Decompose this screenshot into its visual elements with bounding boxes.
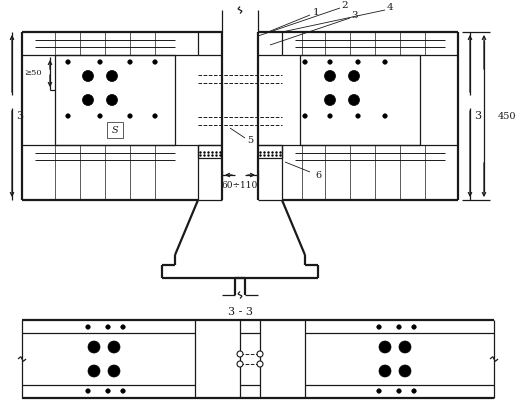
Circle shape: [128, 114, 132, 118]
Circle shape: [237, 351, 243, 357]
Circle shape: [153, 114, 157, 118]
Circle shape: [328, 114, 332, 118]
Text: 450: 450: [498, 112, 516, 120]
Text: 3: 3: [17, 111, 24, 121]
Circle shape: [128, 60, 132, 64]
Circle shape: [399, 365, 411, 377]
Circle shape: [106, 70, 118, 82]
Text: 3: 3: [352, 10, 358, 19]
Circle shape: [399, 341, 411, 353]
Circle shape: [98, 114, 102, 118]
Circle shape: [397, 389, 401, 393]
Text: ≥50: ≥50: [24, 69, 42, 77]
Circle shape: [106, 389, 110, 393]
Circle shape: [303, 114, 307, 118]
Circle shape: [237, 361, 243, 367]
Circle shape: [379, 341, 391, 353]
Text: 60÷110: 60÷110: [222, 180, 258, 190]
Text: 3: 3: [474, 111, 481, 121]
Text: 6: 6: [315, 171, 321, 180]
Circle shape: [106, 325, 110, 329]
Circle shape: [88, 341, 100, 353]
Text: 2: 2: [342, 0, 348, 9]
Circle shape: [377, 325, 381, 329]
Circle shape: [98, 60, 102, 64]
Circle shape: [257, 361, 263, 367]
Circle shape: [348, 70, 360, 82]
Circle shape: [106, 94, 118, 105]
Text: 1: 1: [313, 7, 319, 16]
Circle shape: [83, 94, 93, 105]
Circle shape: [356, 114, 360, 118]
Circle shape: [379, 365, 391, 377]
Circle shape: [83, 70, 93, 82]
Circle shape: [348, 94, 360, 105]
Circle shape: [397, 325, 401, 329]
Text: 4: 4: [386, 2, 393, 12]
Circle shape: [66, 60, 70, 64]
Circle shape: [257, 351, 263, 357]
Circle shape: [303, 60, 307, 64]
Bar: [107, 122, 123, 138]
Circle shape: [86, 389, 90, 393]
Text: S: S: [111, 126, 118, 134]
Text: S: S: [111, 124, 118, 133]
Circle shape: [108, 365, 120, 377]
Circle shape: [412, 389, 416, 393]
Circle shape: [412, 325, 416, 329]
Circle shape: [66, 114, 70, 118]
Circle shape: [328, 60, 332, 64]
Circle shape: [121, 389, 125, 393]
Circle shape: [325, 94, 335, 105]
Circle shape: [383, 114, 387, 118]
Circle shape: [88, 365, 100, 377]
Circle shape: [377, 389, 381, 393]
Circle shape: [108, 341, 120, 353]
Text: 5: 5: [247, 136, 253, 145]
Circle shape: [325, 70, 335, 82]
Circle shape: [153, 60, 157, 64]
Circle shape: [383, 60, 387, 64]
Circle shape: [356, 60, 360, 64]
Circle shape: [86, 325, 90, 329]
Text: 3 - 3: 3 - 3: [228, 307, 252, 317]
Circle shape: [121, 325, 125, 329]
